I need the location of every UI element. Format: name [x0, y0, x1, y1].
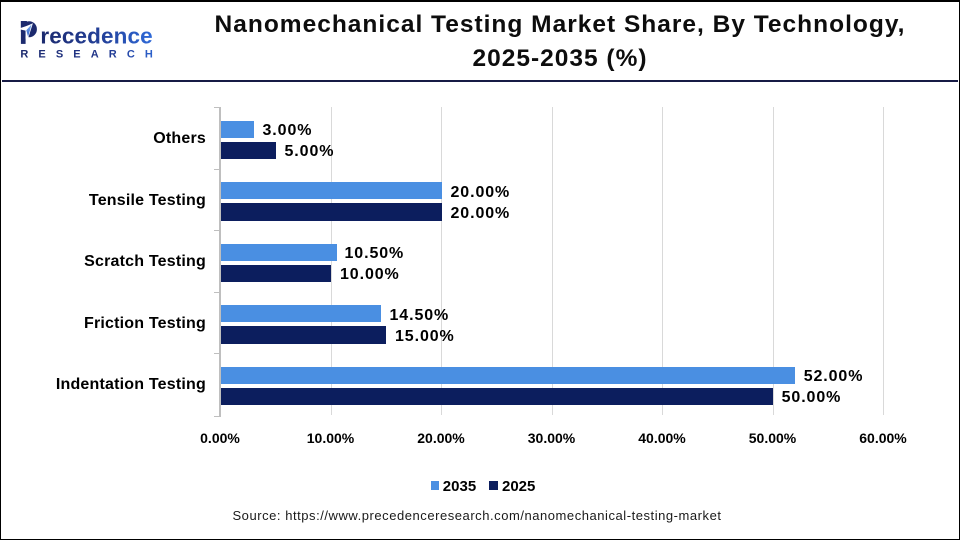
svg-text:recedence: recedence	[40, 24, 152, 49]
svg-text:RESEARCH: RESEARCH	[20, 48, 163, 60]
